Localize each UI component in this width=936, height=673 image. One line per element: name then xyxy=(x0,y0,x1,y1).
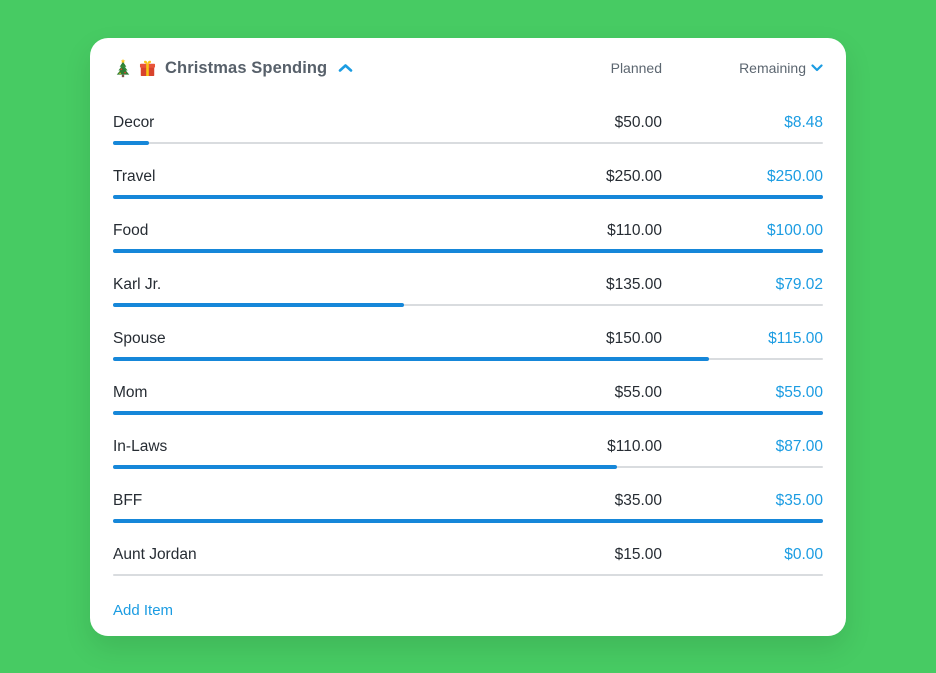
budget-item-row[interactable]: Aunt Jordan $15.00 $0.00 xyxy=(113,530,823,584)
item-progress-bar xyxy=(113,195,823,199)
group-footer: Add Item xyxy=(113,584,823,636)
item-name: Travel xyxy=(113,168,156,185)
progress-bar-track xyxy=(113,250,823,252)
budget-item-row[interactable]: Food $110.00 $100.00 xyxy=(113,206,823,260)
progress-bar-fill xyxy=(113,195,823,199)
item-progress-bar xyxy=(113,411,823,415)
item-remaining-amount[interactable]: $8.48 xyxy=(784,114,823,131)
budget-item-row[interactable]: Decor $50.00 $8.48 xyxy=(113,98,823,152)
item-remaining-amount[interactable]: $100.00 xyxy=(766,222,823,239)
budget-item-row[interactable]: Travel $250.00 $250.00 xyxy=(113,152,823,206)
progress-bar-track xyxy=(113,466,823,468)
item-name: BFF xyxy=(113,492,143,509)
item-progress-bar xyxy=(113,465,823,469)
christmas-tree-icon xyxy=(116,58,130,78)
progress-bar-track xyxy=(113,358,823,360)
item-progress-bar xyxy=(113,357,823,361)
item-remaining-amount[interactable]: $250.00 xyxy=(766,168,823,185)
item-remaining-amount[interactable]: $79.02 xyxy=(775,276,823,293)
progress-bar-track xyxy=(113,574,823,576)
item-planned-amount[interactable]: $50.00 xyxy=(614,114,662,131)
item-planned-amount[interactable]: $135.00 xyxy=(605,276,662,293)
progress-bar-track xyxy=(113,412,823,414)
progress-bar-fill xyxy=(113,141,149,145)
gift-icon xyxy=(139,60,156,76)
add-item-button[interactable]: Add Item xyxy=(113,601,174,619)
progress-bar-track xyxy=(113,520,823,522)
item-remaining-amount[interactable]: $35.00 xyxy=(775,492,823,509)
planned-column-header: Planned xyxy=(610,60,662,76)
progress-bar-fill xyxy=(113,411,823,415)
item-planned-amount[interactable]: $150.00 xyxy=(605,330,662,347)
progress-bar-fill xyxy=(113,519,823,523)
item-planned-amount[interactable]: $110.00 xyxy=(607,222,662,239)
budget-item-row[interactable]: BFF $35.00 $35.00 xyxy=(113,476,823,530)
item-progress-bar xyxy=(113,141,823,145)
budget-group-card: Christmas Spending Planned Remaining Dec… xyxy=(90,38,846,636)
progress-bar-track xyxy=(113,196,823,198)
group-header: Christmas Spending Planned Remaining xyxy=(113,38,823,98)
budget-item-row[interactable]: Mom $55.00 $55.00 xyxy=(113,368,823,422)
group-title: Christmas Spending xyxy=(165,58,328,77)
item-planned-amount[interactable]: $35.00 xyxy=(614,492,662,509)
progress-bar-track xyxy=(113,304,823,306)
budget-item-row[interactable]: In-Laws $110.00 $87.00 xyxy=(113,422,823,476)
remaining-column-label: Remaining xyxy=(739,60,806,76)
item-progress-bar xyxy=(113,249,823,253)
budget-item-list: Decor $50.00 $8.48 Travel $250.00 $250.0… xyxy=(113,98,823,584)
item-remaining-amount[interactable]: $115.00 xyxy=(768,330,823,347)
item-planned-amount[interactable]: $55.00 xyxy=(614,384,662,401)
item-name: Mom xyxy=(113,384,148,401)
collapse-group-button[interactable] xyxy=(336,61,355,75)
progress-bar-fill xyxy=(113,249,823,253)
chevron-up-icon xyxy=(338,64,353,72)
remaining-column-header[interactable]: Remaining xyxy=(662,60,823,76)
item-remaining-amount[interactable]: $55.00 xyxy=(775,384,823,401)
item-progress-bar xyxy=(113,519,823,523)
progress-bar-fill xyxy=(113,357,710,361)
item-planned-amount[interactable]: $250.00 xyxy=(605,168,662,185)
item-name: Aunt Jordan xyxy=(113,546,197,563)
item-name: Decor xyxy=(113,114,155,131)
item-progress-bar xyxy=(113,303,823,307)
item-name: In-Laws xyxy=(113,438,168,455)
budget-item-row[interactable]: Spouse $150.00 $115.00 xyxy=(113,314,823,368)
progress-bar-track xyxy=(113,142,823,144)
group-title-group[interactable]: Christmas Spending xyxy=(113,58,512,78)
budget-item-row[interactable]: Karl Jr. $135.00 $79.02 xyxy=(113,260,823,314)
progress-bar-fill xyxy=(113,465,618,469)
item-name: Spouse xyxy=(113,330,166,347)
item-planned-amount[interactable]: $110.00 xyxy=(607,438,662,455)
item-progress-bar xyxy=(113,573,823,577)
item-name: Food xyxy=(113,222,149,239)
chevron-down-icon xyxy=(811,64,823,72)
item-planned-amount[interactable]: $15.00 xyxy=(614,546,662,563)
progress-bar-fill xyxy=(113,303,405,307)
item-name: Karl Jr. xyxy=(113,276,162,293)
item-remaining-amount[interactable]: $0.00 xyxy=(784,546,823,563)
item-remaining-amount[interactable]: $87.00 xyxy=(775,438,823,455)
